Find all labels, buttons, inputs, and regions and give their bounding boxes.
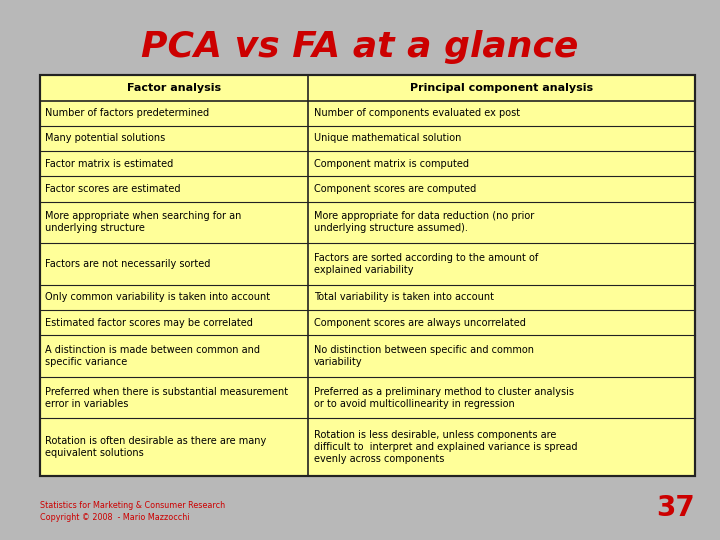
Text: Rotation is often desirable as there are many
equivalent solutions: Rotation is often desirable as there are… (45, 436, 266, 458)
Text: Component scores are computed: Component scores are computed (314, 184, 476, 194)
Text: No distinction between specific and common
variability: No distinction between specific and comm… (314, 345, 534, 367)
Bar (40, 75, 695, 476)
Text: PCA vs FA at a glance: PCA vs FA at a glance (141, 30, 579, 64)
Bar (40, 75, 695, 476)
Text: Factors are not necessarily sorted: Factors are not necessarily sorted (45, 259, 211, 269)
Text: Statistics for Marketing & Consumer Research
Copyright © 2008  - Mario Mazzocchi: Statistics for Marketing & Consumer Rese… (40, 501, 225, 522)
Text: Total variability is taken into account: Total variability is taken into account (314, 292, 494, 302)
Text: Factor matrix is estimated: Factor matrix is estimated (45, 159, 174, 169)
Text: A distinction is made between common and
specific variance: A distinction is made between common and… (45, 345, 261, 367)
Text: Preferred as a preliminary method to cluster analysis
or to avoid multicollinear: Preferred as a preliminary method to clu… (314, 387, 574, 409)
Text: Number of factors predetermined: Number of factors predetermined (45, 108, 210, 118)
Text: Principal component analysis: Principal component analysis (410, 83, 593, 92)
Text: Component matrix is computed: Component matrix is computed (314, 159, 469, 169)
Text: Preferred when there is substantial measurement
error in variables: Preferred when there is substantial meas… (45, 387, 289, 409)
Text: Unique mathematical solution: Unique mathematical solution (314, 133, 462, 144)
Text: Rotation is less desirable, unless components are
difficult to  interpret and ex: Rotation is less desirable, unless compo… (314, 430, 577, 464)
Text: Estimated factor scores may be correlated: Estimated factor scores may be correlate… (45, 318, 253, 328)
Text: Factor analysis: Factor analysis (127, 83, 221, 92)
Text: Number of components evaluated ex post: Number of components evaluated ex post (314, 108, 520, 118)
Text: 37: 37 (656, 494, 695, 522)
Text: More appropriate when searching for an
underlying structure: More appropriate when searching for an u… (45, 212, 242, 233)
Text: Many potential solutions: Many potential solutions (45, 133, 166, 144)
Text: More appropriate for data reduction (no prior
underlying structure assumed).: More appropriate for data reduction (no … (314, 212, 534, 233)
Text: Component scores are always uncorrelated: Component scores are always uncorrelated (314, 318, 526, 328)
Text: Factor scores are estimated: Factor scores are estimated (45, 184, 181, 194)
Text: Factors are sorted according to the amount of
explained variability: Factors are sorted according to the amou… (314, 253, 539, 275)
Text: Only common variability is taken into account: Only common variability is taken into ac… (45, 292, 271, 302)
